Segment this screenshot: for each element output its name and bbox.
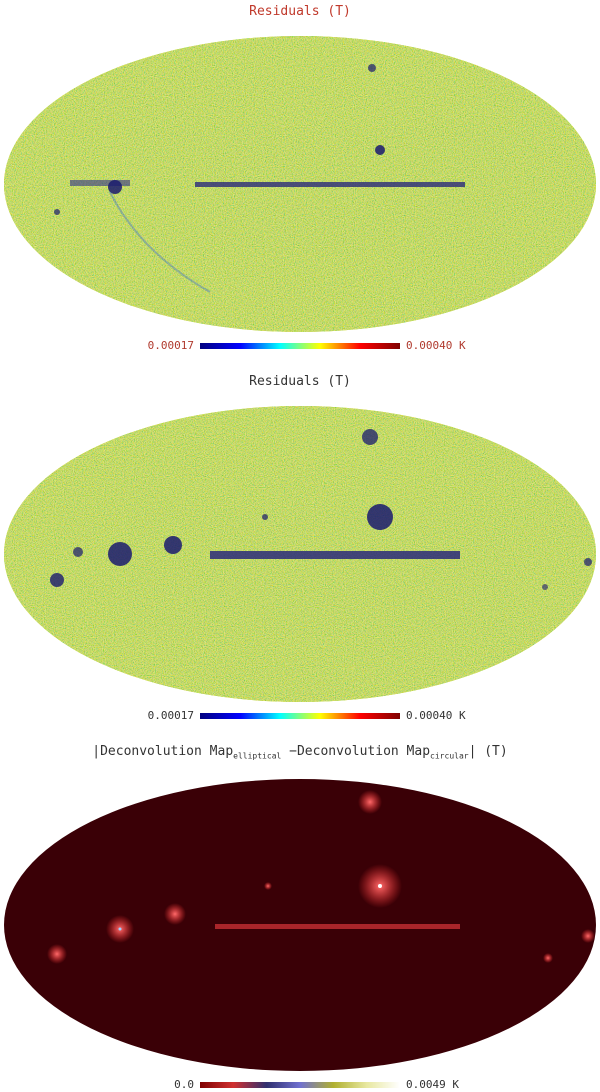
panel3-colorbar-gradient	[200, 1082, 400, 1088]
panel3-title-sub1: elliptical	[233, 751, 282, 761]
panel1-mollweide-map	[4, 36, 596, 332]
panel3-title-part1: |Deconvolution Map	[92, 744, 234, 759]
panel1-colorbar-min: 0.00017	[147, 339, 194, 352]
panel3-title-part3: | (T)	[468, 744, 508, 759]
panel3-colorbar: 0.0 0.0049 K	[0, 1078, 600, 1092]
panel2-colorbar-min: 0.00017	[147, 709, 194, 722]
panel3-title-part2: −Deconvolution Map	[281, 744, 431, 759]
panel1-colorbar-max: 0.00040 K	[406, 339, 466, 352]
panel3-colorbar-min: 0.0	[174, 1078, 194, 1091]
panel2-colorbar-gradient	[200, 713, 400, 719]
panel3-title: |Deconvolution Mapelliptical −Deconvolut…	[0, 744, 600, 761]
panel3-title-sub2: circular	[430, 751, 469, 761]
panel1-title: Residuals (T)	[249, 4, 351, 19]
panel2-colorbar: 0.00017 0.00040 K	[0, 709, 600, 723]
panel3-colorbar-max: 0.0049 K	[406, 1078, 459, 1091]
panel1-colorbar-gradient	[200, 343, 400, 349]
panel2-title: Residuals (T)	[249, 374, 351, 389]
panel2-colorbar-max: 0.00040 K	[406, 709, 466, 722]
panel1-colorbar: 0.00017 0.00040 K	[0, 339, 600, 353]
panel2-mollweide-map	[4, 406, 596, 702]
panel3-mollweide-map	[4, 779, 596, 1071]
